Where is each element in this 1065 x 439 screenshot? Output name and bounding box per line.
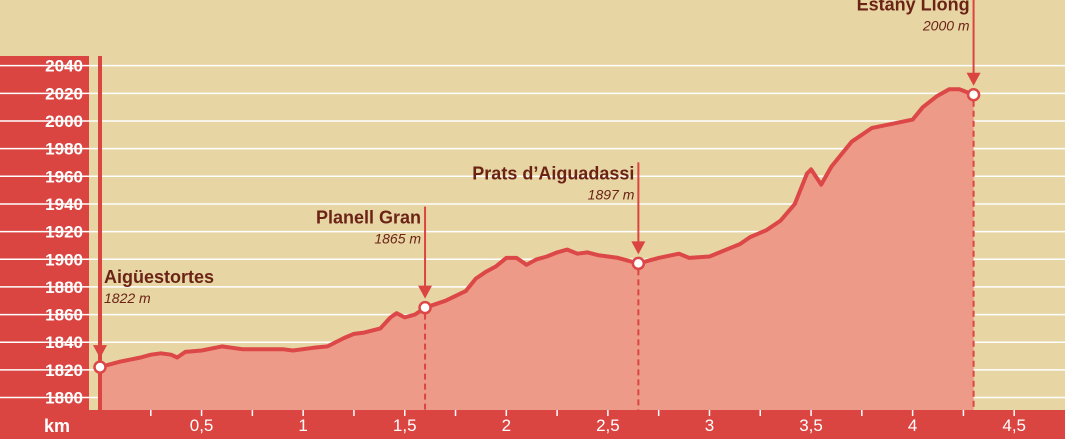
waypoint-name: Planell Gran — [316, 208, 421, 228]
waypoint-altitude: 1822 m — [104, 290, 151, 306]
waypoint-name: Aigüestortes — [104, 267, 214, 287]
waypoint-marker — [631, 256, 646, 271]
x-axis-band — [0, 410, 1065, 439]
x-tick-label-4,5: 4,5 — [1002, 416, 1026, 435]
y-tick-label-2000: 2000 — [45, 112, 83, 131]
x-tick-label-1: 1 — [298, 416, 307, 435]
x-tick-label-1,5: 1,5 — [393, 416, 417, 435]
x-tick-label-3,5: 3,5 — [799, 416, 823, 435]
x-tick-label-2: 2 — [502, 416, 511, 435]
waypoint-estany-llong: Estany Llong 2000 m — [857, 0, 981, 410]
waypoint-name: Estany Llong — [857, 0, 970, 15]
y-tick-label-2040: 2040 — [45, 57, 83, 76]
y-tick-label-1940: 1940 — [45, 195, 83, 214]
waypoint-altitude: 2000 m — [922, 18, 970, 34]
waypoint-arrowhead — [631, 241, 646, 255]
x-axis-tick-labels: 0,5 1 1,5 2 2,5 3 3,5 4 4,5 — [190, 416, 1026, 435]
y-tick-label-1860: 1860 — [45, 306, 83, 325]
y-tick-label-2020: 2020 — [45, 84, 83, 103]
x-tick-label-2,5: 2,5 — [596, 416, 620, 435]
y-tick-label-1880: 1880 — [45, 278, 83, 297]
waypoint-planell-gran: Planell Gran 1865 m — [316, 206, 433, 410]
waypoint-markers: Aigüestortes 1822 m Planell Gran 1865 m Prat… — [93, 0, 981, 410]
elevation-line — [98, 87, 976, 370]
waypoint-arrowhead — [966, 72, 981, 86]
waypoint-arrowhead — [418, 285, 433, 299]
waypoint-name: Prats d’Aiguadassi — [472, 163, 634, 183]
y-tick-label-1920: 1920 — [45, 223, 83, 242]
waypoint-marker — [93, 360, 107, 374]
y-tick-label-1820: 1820 — [45, 361, 83, 380]
waypoint-altitude: 1897 m — [588, 186, 635, 202]
y-tick-label-1900: 1900 — [45, 250, 83, 269]
x-tick-label-0,5: 0,5 — [190, 416, 214, 435]
waypoint-aigu-estortes: Aigüestortes 1822 m — [93, 266, 214, 410]
x-axis-unit: km — [44, 416, 70, 436]
waypoint-marker — [418, 300, 432, 315]
x-tick-label-3: 3 — [705, 416, 714, 435]
waypoint-prats-d-aiguadassi: Prats d’Aiguadassi 1897 m — [472, 162, 646, 410]
y-axis-tick-labels: 1800 1820 1840 1860 1880 1900 1920 1940 1960 1980… — [45, 57, 83, 408]
y-tick-label-1840: 1840 — [45, 333, 83, 352]
waypoint-arrowhead — [93, 345, 107, 359]
x-axis-tick-marks — [150, 410, 1015, 416]
elevation-area — [100, 89, 974, 410]
x-tick-label-4: 4 — [908, 416, 917, 435]
y-tick-label-1960: 1960 — [45, 167, 83, 186]
waypoint-altitude: 1865 m — [374, 231, 421, 247]
y-axis-band — [0, 56, 89, 411]
y-tick-label-1800: 1800 — [45, 389, 83, 408]
waypoint-marker — [966, 87, 981, 102]
y-tick-label-1980: 1980 — [45, 140, 83, 159]
